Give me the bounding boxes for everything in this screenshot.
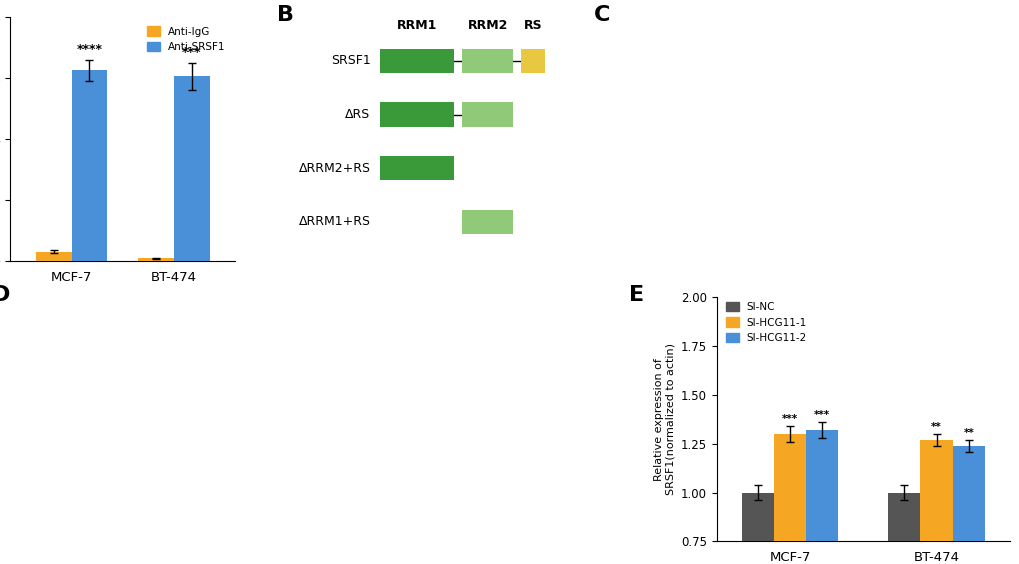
Bar bbox=[952, 446, 984, 564]
Text: **: ** bbox=[962, 428, 973, 438]
Bar bbox=[71, 70, 107, 261]
Bar bbox=[380, 49, 453, 73]
Bar bbox=[521, 49, 545, 73]
Bar bbox=[380, 102, 453, 127]
Text: ΔRRM2+RS: ΔRRM2+RS bbox=[299, 162, 370, 175]
Text: **: ** bbox=[930, 422, 941, 432]
Bar bbox=[138, 258, 173, 261]
Bar bbox=[380, 156, 453, 180]
Text: ***: *** bbox=[813, 411, 829, 420]
Bar bbox=[36, 252, 71, 261]
Bar bbox=[919, 440, 952, 564]
Text: C: C bbox=[593, 5, 609, 25]
Text: SRSF1: SRSF1 bbox=[330, 54, 370, 67]
Legend: SI-NC, SI-HCG11-1, SI-HCG11-2: SI-NC, SI-HCG11-1, SI-HCG11-2 bbox=[721, 298, 810, 347]
Bar bbox=[773, 434, 805, 564]
Text: RRM2: RRM2 bbox=[467, 19, 507, 32]
Text: D: D bbox=[0, 285, 10, 305]
Text: E: E bbox=[628, 285, 643, 305]
Text: ΔRS: ΔRS bbox=[345, 108, 370, 121]
Legend: Anti-IgG, Anti-SRSF1: Anti-IgG, Anti-SRSF1 bbox=[143, 22, 229, 56]
Text: RS: RS bbox=[524, 19, 542, 32]
Text: RRM1: RRM1 bbox=[396, 19, 437, 32]
Text: ΔRRM1+RS: ΔRRM1+RS bbox=[299, 215, 370, 228]
Bar bbox=[888, 492, 919, 564]
Text: ***: *** bbox=[782, 415, 797, 424]
Bar bbox=[173, 76, 209, 261]
Text: ****: **** bbox=[76, 43, 102, 56]
Text: B: B bbox=[277, 5, 293, 25]
Bar bbox=[462, 49, 513, 73]
Y-axis label: Relative expression of
SRSF1(normalized to actin): Relative expression of SRSF1(normalized … bbox=[653, 343, 675, 495]
Bar bbox=[462, 210, 513, 234]
Bar bbox=[462, 102, 513, 127]
Bar bbox=[741, 492, 773, 564]
Text: ***: *** bbox=[181, 46, 201, 59]
Bar bbox=[805, 430, 838, 564]
